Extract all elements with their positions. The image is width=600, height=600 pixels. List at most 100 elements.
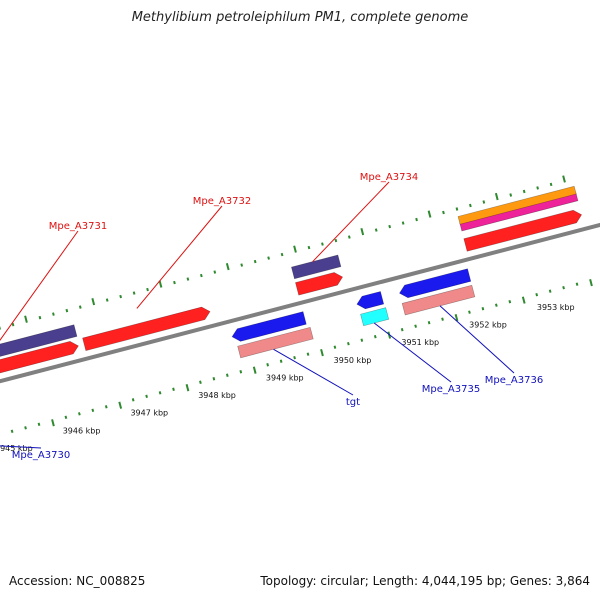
ruler-minor-tick bbox=[441, 317, 444, 321]
ruler-minor-tick bbox=[0, 326, 1, 330]
scale-tick-label: 3951 kbp bbox=[401, 338, 439, 347]
ruler-minor-tick bbox=[481, 306, 485, 311]
ruler-minor-tick bbox=[145, 394, 148, 398]
gene-leader-line bbox=[0, 445, 42, 449]
ruler-minor-tick bbox=[239, 370, 243, 374]
ruler-major-tick bbox=[293, 245, 297, 253]
ruler-minor-tick bbox=[414, 324, 417, 328]
ruler-minor-tick bbox=[427, 320, 431, 325]
ruler-minor-tick bbox=[172, 387, 175, 391]
ruler-minor-tick bbox=[78, 305, 82, 309]
ruler-minor-tick bbox=[173, 280, 176, 285]
topology-text: Topology: circular; Length: 4,044,195 bp… bbox=[260, 574, 590, 588]
ruler-minor-tick bbox=[334, 238, 338, 243]
gene-labels: 3945 kbp 3946 kbp 3947 kbp 3948 kbp 3949 kbp… bbox=[0, 172, 575, 461]
ruler-minor-tick bbox=[64, 415, 68, 419]
gene-arrow-a3731 bbox=[0, 340, 79, 389]
ruler-minor-tick bbox=[321, 242, 324, 246]
ruler-major-tick bbox=[118, 401, 123, 409]
ruler-major-tick bbox=[225, 262, 230, 271]
ruler-minor-tick bbox=[455, 207, 459, 211]
ruler-minor-tick bbox=[333, 345, 337, 349]
scale-tick-label: 3947 kbp bbox=[130, 409, 168, 418]
ruler-major-tick bbox=[91, 298, 96, 306]
ruler-minor-tick bbox=[494, 303, 498, 307]
gene-label-mpe_a3735: Mpe_A3735 bbox=[422, 384, 480, 395]
gene-arrow-right bbox=[463, 209, 583, 252]
ruler-major-tick bbox=[589, 278, 593, 287]
ruler-minor-tick bbox=[401, 221, 405, 225]
scale-tick-label: 3950 kbp bbox=[334, 356, 372, 365]
ruler-minor-tick bbox=[213, 270, 217, 274]
gene-label-mpe_a3736: Mpe_A3736 bbox=[485, 375, 543, 386]
ruler-minor-tick bbox=[280, 252, 284, 257]
scale-tick-label: 3945 kbp bbox=[0, 444, 33, 453]
ruler-major-tick bbox=[51, 419, 55, 427]
gene-label-mpe_a3731: Mpe_A3731 bbox=[49, 221, 107, 232]
gene-label-mpe_a3732: Mpe_A3732 bbox=[193, 196, 251, 207]
scale-tick-label: 3952 kbp bbox=[469, 320, 507, 329]
ruler-minor-tick bbox=[373, 335, 377, 339]
ruler-major-tick bbox=[562, 175, 566, 183]
ruler-minor-tick bbox=[11, 322, 15, 327]
gene-bar-a3734 bbox=[291, 254, 342, 280]
ruler-minor-tick bbox=[307, 245, 311, 250]
ruler-major-tick bbox=[185, 384, 190, 392]
gene-leader-line bbox=[312, 181, 390, 262]
ruler-minor-tick bbox=[279, 359, 283, 363]
gene-bar-a3731 bbox=[0, 324, 78, 375]
gene-leader-line bbox=[373, 322, 452, 383]
ruler-minor-tick bbox=[388, 224, 392, 229]
ruler-minor-tick bbox=[199, 380, 202, 384]
gene-arrow-a3734 bbox=[295, 272, 344, 296]
ruler-minor-tick bbox=[468, 310, 471, 314]
ruler-minor-tick bbox=[10, 429, 14, 434]
ruler-minor-tick bbox=[509, 193, 513, 197]
ruler-minor-tick bbox=[347, 342, 350, 346]
gene-label-mpe_a3730: Mpe_A3730 bbox=[12, 450, 70, 461]
ruler-minor-tick bbox=[37, 422, 41, 427]
accession-text: Accession: NC_008825 bbox=[9, 574, 146, 588]
ruler-minor-tick bbox=[549, 182, 553, 187]
ruler-minor-tick bbox=[522, 189, 526, 194]
ruler-minor-tick bbox=[240, 263, 244, 267]
gene-label-mpe_a3734: Mpe_A3734 bbox=[360, 172, 418, 183]
genome-backbone bbox=[0, 195, 600, 411]
gene-bar-tgt bbox=[237, 326, 314, 359]
ruler-minor-tick bbox=[225, 373, 229, 377]
ruler-minor-tick bbox=[105, 298, 109, 302]
ruler-minor-tick bbox=[415, 217, 418, 222]
ruler-major-tick bbox=[494, 192, 499, 201]
ruler-minor-tick bbox=[91, 408, 95, 412]
scale-tick-label: 3946 kbp bbox=[63, 426, 101, 435]
gene-bar-right-orange bbox=[457, 185, 577, 225]
ruler-minor-tick bbox=[131, 398, 135, 402]
scale-tick-label: 3949 kbp bbox=[266, 373, 304, 382]
ruler-minor-tick bbox=[266, 363, 270, 367]
gene-leader-line bbox=[439, 305, 515, 374]
gene-bar-a3736 bbox=[401, 284, 476, 316]
ruler-minor-tick bbox=[482, 200, 486, 204]
ruler-minor-tick bbox=[200, 273, 203, 278]
ruler-major-tick bbox=[454, 313, 459, 322]
ruler-minor-tick bbox=[267, 256, 270, 260]
ruler-major-tick bbox=[521, 296, 526, 304]
gene-bar-a3735 bbox=[360, 307, 390, 327]
ruler-major-tick bbox=[252, 366, 257, 374]
ruler-minor-tick bbox=[536, 186, 539, 190]
ruler-major-tick bbox=[24, 315, 28, 323]
ruler-minor-tick bbox=[548, 289, 552, 293]
ruler-minor-tick bbox=[38, 315, 42, 320]
ruler-minor-tick bbox=[52, 312, 55, 316]
ruler-minor-tick bbox=[24, 426, 27, 430]
ruler-minor-tick bbox=[104, 405, 108, 409]
ruler-minor-tick bbox=[212, 377, 216, 381]
ruler-minor-tick bbox=[360, 338, 364, 342]
ruler-minor-tick bbox=[146, 287, 149, 292]
scale-tick-label: 3953 kbp bbox=[537, 303, 575, 312]
ruler-minor-tick bbox=[374, 228, 378, 232]
ruler-major-tick bbox=[320, 349, 324, 357]
map-title: Methylibium petroleiphilum PM1, complete… bbox=[131, 10, 469, 25]
ruler-minor-tick bbox=[469, 203, 472, 208]
ruler-minor-tick bbox=[562, 285, 565, 290]
